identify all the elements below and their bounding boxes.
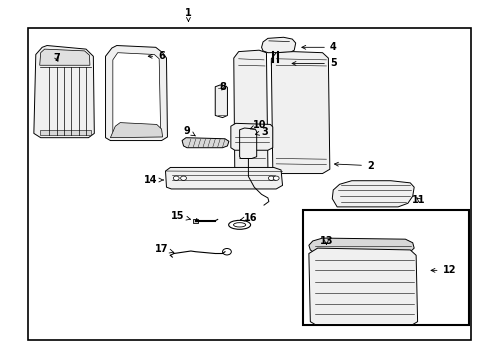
Polygon shape	[113, 53, 160, 132]
Polygon shape	[233, 50, 267, 172]
Ellipse shape	[233, 223, 245, 227]
Circle shape	[180, 176, 186, 180]
Circle shape	[173, 176, 179, 180]
Text: 1: 1	[184, 8, 191, 21]
Polygon shape	[165, 167, 282, 189]
Polygon shape	[40, 49, 90, 65]
Text: 3: 3	[255, 127, 268, 137]
Text: 11: 11	[411, 195, 425, 205]
Polygon shape	[182, 138, 228, 148]
Text: 13: 13	[319, 236, 332, 246]
Polygon shape	[239, 128, 256, 158]
Text: 12: 12	[430, 265, 455, 275]
Ellipse shape	[228, 220, 250, 229]
Text: 8: 8	[219, 82, 225, 93]
Polygon shape	[308, 248, 417, 324]
Polygon shape	[271, 51, 329, 174]
Polygon shape	[215, 85, 227, 118]
Text: 6: 6	[148, 51, 164, 61]
Text: 2: 2	[334, 161, 373, 171]
Bar	[193, 220, 198, 223]
Text: 15: 15	[171, 211, 190, 221]
Polygon shape	[230, 123, 272, 150]
Polygon shape	[34, 45, 94, 138]
Text: 17: 17	[155, 244, 174, 254]
Text: 14: 14	[144, 175, 163, 185]
Bar	[270, 61, 279, 65]
Text: 16: 16	[240, 213, 257, 222]
Circle shape	[222, 248, 231, 255]
Polygon shape	[40, 130, 91, 135]
Text: 4: 4	[301, 42, 336, 52]
Polygon shape	[308, 238, 413, 252]
Bar	[27, 28, 470, 339]
Bar	[303, 211, 468, 325]
Text: 10: 10	[250, 121, 266, 130]
Text: 5: 5	[291, 58, 336, 68]
Polygon shape	[331, 181, 413, 207]
Circle shape	[268, 176, 274, 180]
Text: 7: 7	[53, 53, 60, 63]
Text: 9: 9	[183, 126, 195, 136]
Polygon shape	[105, 45, 167, 140]
Polygon shape	[261, 37, 295, 53]
Polygon shape	[110, 123, 162, 138]
Circle shape	[273, 176, 279, 180]
